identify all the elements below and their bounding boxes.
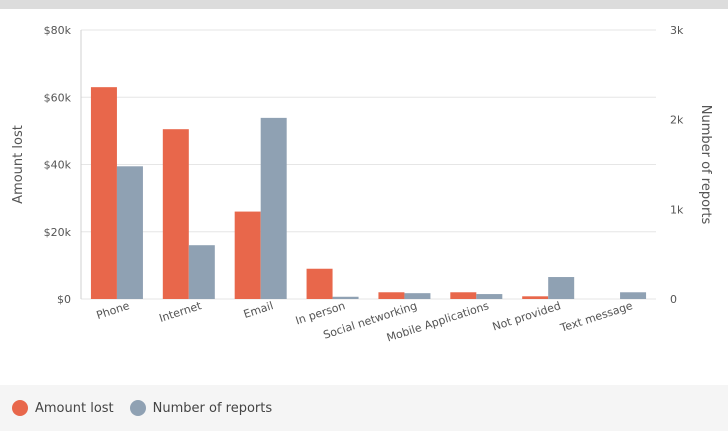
legend-label-number-of-reports: Number of reports [152, 400, 273, 416]
bar-amount-lost [90, 87, 117, 299]
bar-amount-lost [306, 268, 333, 299]
y-tick-label-left: $20k [44, 226, 72, 239]
legend-label-amount-lost: Amount lost [35, 400, 114, 416]
legend-dot-number-of-reports [129, 400, 146, 416]
x-tick-label: Phone [95, 299, 132, 322]
y-tick-label-left: $40k [44, 159, 72, 172]
bar-number-of-reports [620, 292, 647, 299]
bar-amount-lost [234, 211, 261, 299]
bar-number-of-reports [188, 245, 215, 299]
x-tick-label: Text message [558, 299, 635, 335]
bar-number-of-reports [260, 117, 287, 299]
top-bar [0, 0, 728, 9]
bar-amount-lost [522, 296, 549, 299]
bar-amount-lost [162, 129, 189, 299]
bar-number-of-reports [476, 294, 503, 299]
bar-number-of-reports [404, 293, 431, 299]
y-tick-label-right: 3k [670, 24, 684, 37]
bar-amount-lost [378, 292, 405, 299]
bar-number-of-reports [548, 277, 575, 299]
x-tick-label: Internet [157, 299, 203, 325]
y-tick-label-left: $60k [44, 91, 72, 104]
y-axis-title-left: Amount lost [11, 125, 26, 204]
x-tick-label: Email [242, 299, 275, 321]
x-tick-label: Not provided [491, 299, 563, 333]
y-tick-label-right: 2k [670, 114, 684, 127]
bar-chart: $0 $20k $40k $60k $80k 0 1k 2k 3k Phone Internet Em… [11, 24, 713, 345]
y-tick-label-left: $0 [57, 293, 71, 306]
bar-amount-lost [450, 292, 477, 299]
bar-number-of-reports [116, 166, 143, 299]
y-tick-label-right: 1k [670, 203, 684, 216]
legend-dot-amount-lost [12, 400, 28, 416]
y-tick-label-left: $80k [44, 24, 72, 37]
legend-item-amount-lost[interactable]: Amount lost [12, 400, 114, 416]
legend: Amount lost Number of reports [0, 385, 728, 431]
y-tick-label-right: 0 [670, 293, 677, 306]
y-axis-title-right: Number of reports [698, 105, 713, 225]
legend-item-number-of-reports[interactable]: Number of reports [129, 400, 273, 416]
bar-number-of-reports [332, 296, 359, 299]
